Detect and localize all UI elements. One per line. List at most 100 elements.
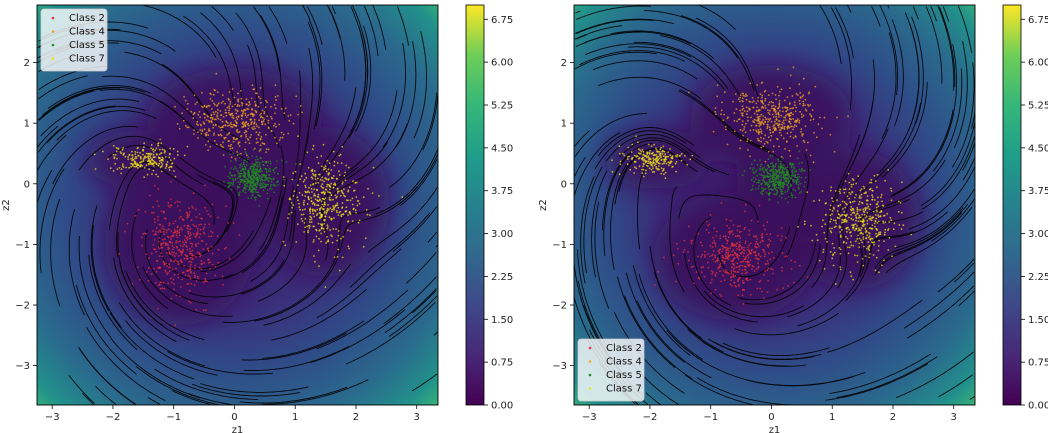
point-class-4 [756, 137, 759, 140]
point-class-4 [214, 104, 216, 106]
point-class-4 [742, 107, 745, 110]
point-class-4 [289, 114, 292, 117]
point-class-7 [843, 218, 846, 221]
point-class-7 [876, 173, 879, 176]
point-class-2 [194, 267, 196, 270]
point-class-7 [325, 213, 328, 215]
point-class-5 [787, 182, 790, 185]
point-class-2 [171, 268, 174, 271]
point-class-5 [272, 169, 275, 172]
point-class-5 [255, 171, 258, 174]
point-class-4 [774, 105, 777, 108]
point-class-2 [153, 267, 155, 270]
point-class-7 [145, 164, 148, 167]
point-class-7 [351, 197, 354, 200]
point-class-2 [168, 240, 171, 243]
point-class-4 [234, 108, 237, 111]
point-class-2 [188, 266, 191, 268]
point-class-2 [207, 259, 210, 261]
point-class-4 [757, 100, 759, 102]
point-class-4 [789, 135, 792, 138]
point-class-7 [848, 246, 851, 249]
point-class-7 [879, 231, 882, 234]
point-class-2 [168, 222, 171, 225]
point-class-4 [217, 109, 219, 111]
point-class-5 [754, 188, 757, 190]
point-class-2 [167, 228, 170, 231]
point-class-7 [304, 195, 307, 198]
streamline [191, 383, 300, 397]
point-class-4 [229, 147, 232, 150]
streamline [223, 195, 284, 280]
point-class-4 [762, 115, 765, 117]
point-class-2 [179, 250, 182, 253]
streamline [160, 100, 251, 163]
point-class-7 [844, 206, 847, 209]
point-class-5 [268, 187, 271, 190]
colorbar-tick-label: 1.50 [1028, 315, 1048, 326]
point-class-2 [787, 284, 789, 287]
point-class-7 [309, 184, 312, 187]
point-class-2 [153, 248, 156, 251]
point-class-7 [310, 218, 313, 221]
point-class-4 [274, 122, 276, 125]
point-class-4 [213, 134, 215, 136]
point-class-2 [726, 239, 729, 242]
point-class-2 [714, 256, 717, 259]
point-class-5 [256, 162, 258, 164]
point-class-5 [237, 170, 240, 173]
point-class-7 [298, 206, 301, 209]
streamline [241, 332, 347, 361]
point-class-4 [764, 107, 767, 109]
point-class-2 [188, 237, 191, 240]
point-class-4 [783, 125, 786, 128]
point-class-2 [177, 273, 180, 275]
point-class-7 [308, 191, 311, 194]
point-class-2 [166, 243, 169, 246]
point-class-4 [195, 123, 198, 125]
point-class-2 [771, 251, 773, 254]
point-class-7 [333, 164, 336, 167]
point-class-7 [173, 170, 175, 172]
point-class-7 [155, 147, 158, 150]
point-class-2 [194, 276, 197, 279]
point-class-7 [155, 173, 158, 176]
point-class-7 [362, 196, 365, 199]
point-class-7 [849, 241, 852, 244]
point-class-4 [795, 125, 798, 127]
point-class-2 [738, 241, 741, 244]
point-class-4 [791, 125, 793, 128]
point-class-7 [861, 224, 864, 227]
point-class-4 [755, 129, 757, 132]
point-class-5 [270, 178, 273, 181]
point-class-4 [215, 72, 218, 75]
point-class-5 [766, 182, 768, 185]
point-class-7 [341, 145, 344, 148]
point-class-7 [653, 143, 655, 146]
point-class-5 [767, 186, 770, 189]
point-class-4 [775, 115, 777, 118]
point-class-2 [725, 246, 728, 249]
point-class-7 [310, 221, 313, 223]
point-class-2 [171, 235, 174, 238]
point-class-7 [890, 219, 893, 222]
point-class-2 [203, 231, 205, 234]
point-class-7 [898, 224, 901, 226]
point-class-7 [659, 148, 662, 151]
point-class-4 [739, 128, 742, 131]
point-class-4 [213, 140, 216, 142]
point-class-7 [325, 178, 328, 181]
point-class-2 [714, 242, 717, 245]
point-class-4 [762, 137, 765, 140]
point-class-7 [884, 179, 886, 182]
point-class-2 [784, 255, 787, 258]
x-tick-label: −1 [703, 412, 718, 423]
point-class-4 [814, 85, 817, 88]
point-class-7 [858, 209, 860, 211]
point-class-2 [198, 213, 201, 216]
point-class-4 [752, 120, 754, 123]
point-class-2 [768, 238, 770, 241]
point-class-4 [200, 105, 203, 108]
point-class-2 [772, 272, 774, 275]
point-class-5 [762, 176, 765, 179]
